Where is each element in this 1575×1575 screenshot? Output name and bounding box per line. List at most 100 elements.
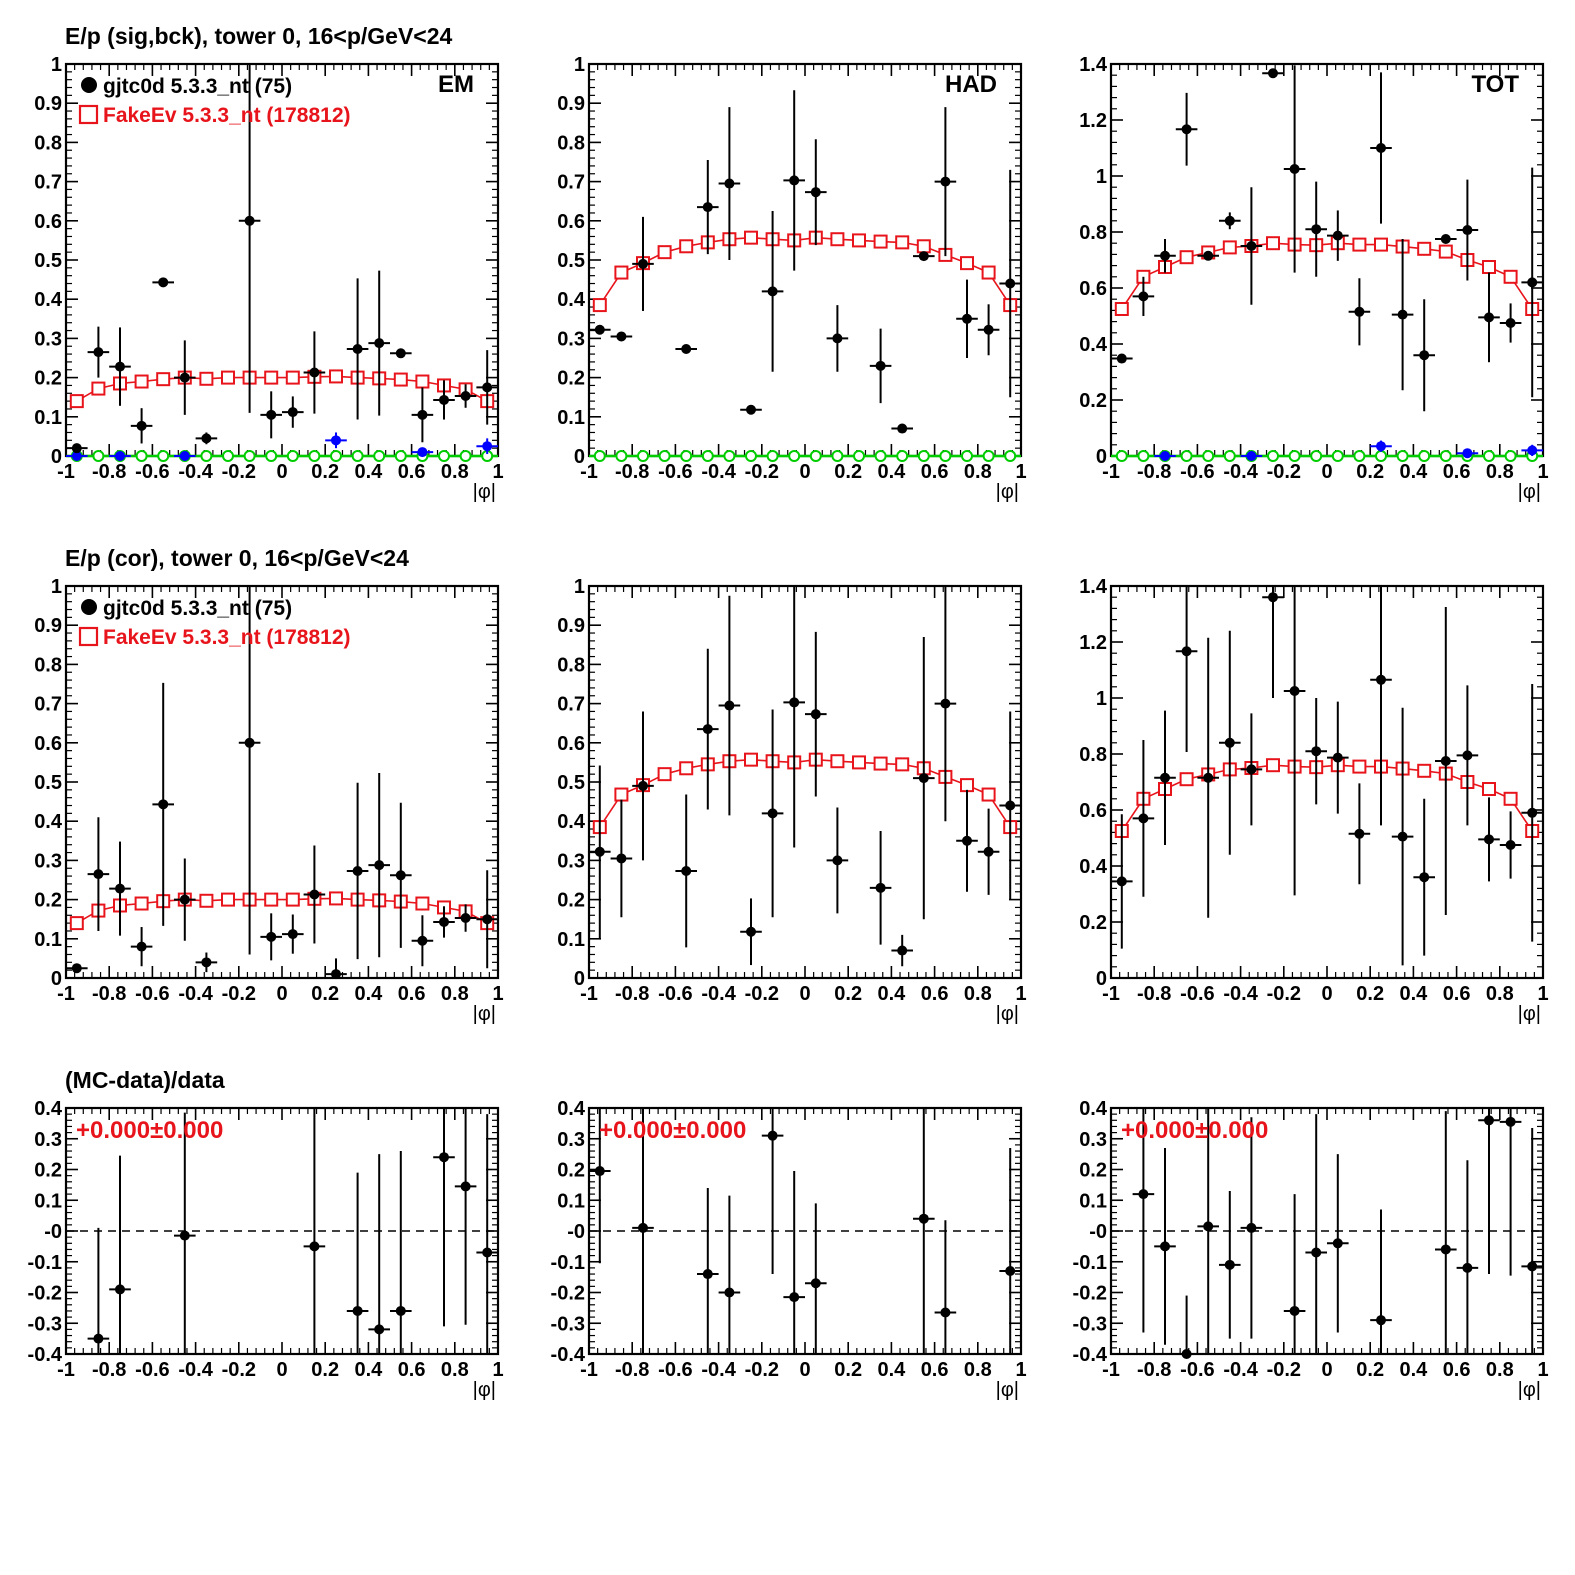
legend-mc-marker	[78, 626, 99, 647]
y-tick-label: 0.2	[34, 1160, 62, 1182]
mc-marker	[264, 370, 279, 385]
y-tick-label: 0.1	[557, 407, 585, 429]
y-tick-label: 0.6	[557, 211, 585, 233]
mc-marker	[592, 298, 607, 313]
data-marker	[1203, 1221, 1214, 1232]
data-marker	[374, 1324, 385, 1335]
x-tick-label: -0.6	[1180, 1359, 1214, 1381]
x-tick-label: 0.6	[398, 1359, 426, 1381]
mc-marker	[1352, 759, 1367, 774]
x-tick-label: -0.2	[222, 983, 256, 1005]
y-tick-label: -0.4	[28, 1344, 63, 1366]
series-data	[589, 90, 1021, 434]
data-marker	[439, 1152, 449, 1163]
data-marker	[201, 957, 212, 968]
y-tick-label: 0.3	[34, 328, 62, 350]
mc-marker	[134, 896, 149, 911]
data-marker	[1246, 241, 1257, 251]
x-tick-label: 0.2	[1356, 1359, 1384, 1381]
data-marker	[1527, 277, 1538, 288]
y-tick-label: 0.2	[557, 890, 585, 912]
x-tick-label: -0.2	[1267, 461, 1301, 483]
bck-marker	[1115, 450, 1128, 462]
y-tick-label: 0.6	[1079, 278, 1107, 300]
data-marker	[1527, 807, 1538, 818]
mc-marker	[285, 892, 300, 907]
y-tick-label: -0.3	[28, 1313, 62, 1335]
data-marker	[940, 1307, 951, 1318]
y-tick-label: 0.2	[34, 368, 62, 390]
x-tick-label: -0.4	[701, 1359, 736, 1381]
bck-marker	[680, 450, 693, 462]
y-tick-label: 1	[574, 54, 585, 76]
series-data	[1132, 1108, 1543, 1359]
data-marker	[594, 1166, 605, 1177]
x-tick-label: -0.6	[1180, 461, 1214, 483]
chart-tot-ratio: -0.4 -0.3 -0.2 -0.1 -0 0.1 0.2 0.3 0.4 -1 -0.8 -0.6…	[1073, 1098, 1549, 1401]
data-marker	[767, 808, 778, 819]
mc-marker	[895, 235, 910, 250]
mc-marker	[981, 787, 996, 802]
y-tick-label: 0.7	[34, 172, 62, 194]
x-tick-label: 0.4	[354, 461, 383, 483]
mc-marker	[1374, 237, 1388, 252]
sig-marker	[1376, 441, 1386, 452]
x-tick-label: -0.6	[658, 461, 692, 483]
data-marker	[1181, 124, 1192, 135]
mc-marker	[1266, 236, 1280, 251]
x-tick-label: -0.8	[615, 1359, 649, 1381]
x-tick-label: -0.8	[615, 983, 649, 1005]
x-tick-label: -0.2	[222, 461, 256, 483]
mc-marker	[981, 265, 996, 280]
data-marker	[1505, 318, 1516, 328]
bck-marker	[615, 450, 628, 462]
y-tick-label: 0.7	[34, 694, 62, 716]
data-marker	[439, 916, 449, 927]
x-tick-label: -0.4	[701, 983, 736, 1005]
data-marker	[875, 360, 886, 371]
data-marker	[1289, 686, 1300, 696]
y-tick-label: -0.2	[551, 1283, 585, 1305]
y-tick-label: 0.2	[1079, 912, 1107, 934]
legend-data-label: gjtc0d 5.3.3_nt (75)	[103, 597, 292, 620]
data-marker	[702, 202, 713, 213]
data-marker	[1462, 225, 1473, 236]
x-tick-label: -0.6	[1180, 983, 1214, 1005]
data-marker	[266, 931, 277, 942]
data-marker	[638, 258, 648, 269]
x-tick-label: -0.8	[615, 461, 649, 483]
sig-marker	[482, 441, 493, 452]
x-axis-label: |φ|	[473, 481, 496, 503]
series-data	[589, 586, 1021, 967]
bck-marker	[1396, 450, 1409, 462]
x-tick-label: 0.2	[311, 1359, 339, 1381]
data-marker	[1203, 250, 1214, 261]
data-marker	[1440, 234, 1451, 244]
x-tick-label: -0.6	[135, 1359, 169, 1381]
x-tick-label: 0.8	[964, 461, 992, 483]
x-tick-label: -0.4	[1223, 461, 1258, 483]
mc-marker	[91, 381, 106, 396]
data-marker	[352, 1305, 363, 1316]
data-marker	[417, 409, 428, 420]
bck-marker	[1439, 450, 1452, 462]
x-tick-label: -0.2	[745, 461, 779, 483]
data-marker	[1224, 1259, 1235, 1270]
y-tick-label: -0.1	[551, 1252, 585, 1274]
x-tick-label: 1	[1015, 1359, 1026, 1381]
mc-marker	[1266, 758, 1280, 773]
x-tick-label: 0.2	[834, 1359, 862, 1381]
x-tick-label: 0.6	[398, 461, 426, 483]
data-marker	[1160, 250, 1170, 261]
series-data	[66, 64, 498, 454]
x-tick-label: 0.8	[441, 983, 469, 1005]
legend-mc-marker	[78, 104, 99, 125]
x-tick-label: 0.6	[921, 983, 949, 1005]
data-marker	[1116, 353, 1127, 364]
data-marker	[1138, 291, 1149, 302]
x-tick-label: 0.6	[398, 983, 426, 1005]
y-tick-label: 0.4	[1079, 1098, 1108, 1120]
y-tick-label: 0.3	[557, 850, 585, 872]
x-tick-label: 1	[492, 461, 503, 483]
y-tick-label: 0.5	[557, 772, 585, 794]
